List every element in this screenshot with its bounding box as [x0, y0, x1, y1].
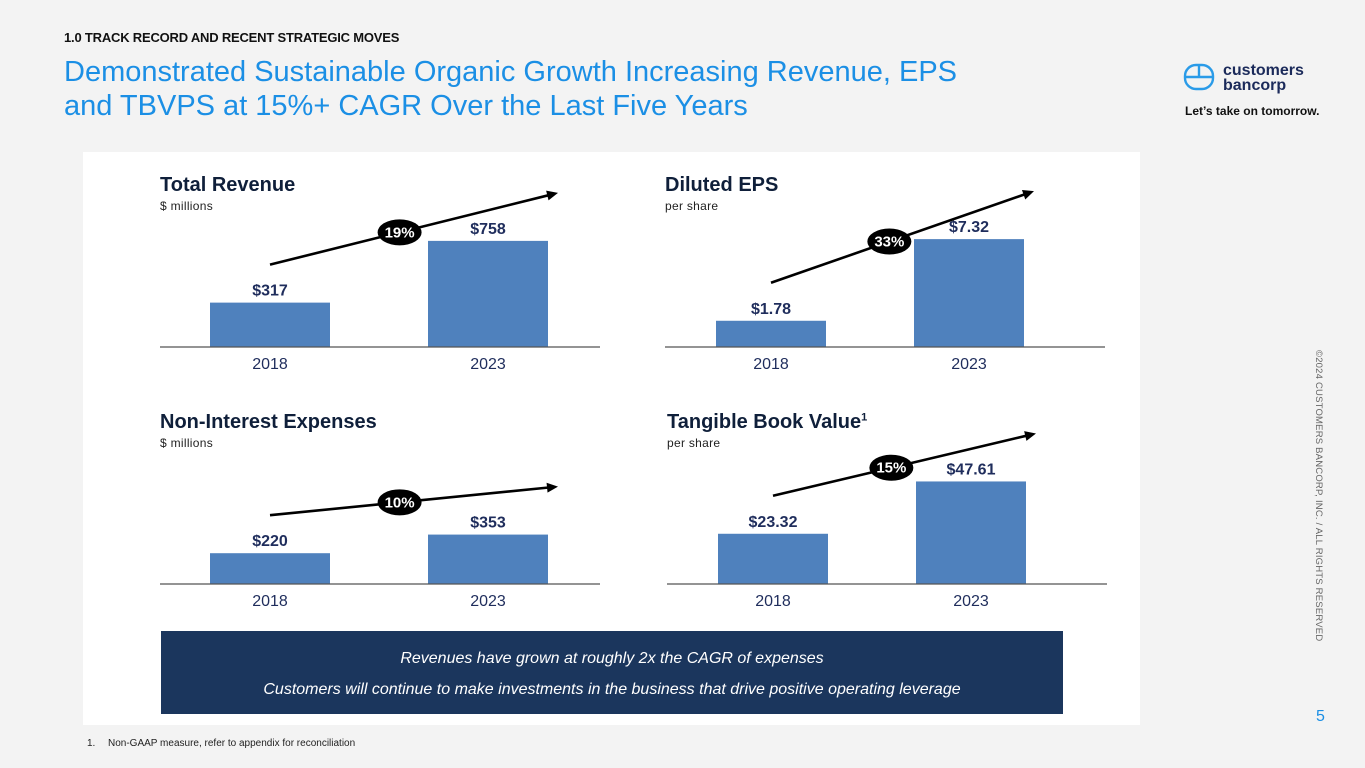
cagr-badge	[869, 454, 914, 481]
brand-name-line-1: customers	[1223, 62, 1304, 79]
x-tick-label-2018: 2018	[252, 593, 288, 610]
chart-panel-total-revenue: Total Revenue $ millions $317 2018 $758 2023 1…	[160, 174, 600, 374]
bar-2018	[210, 302, 330, 347]
bar-2023	[914, 239, 1024, 347]
bar-2018	[210, 553, 330, 584]
data-label-2018: $317	[252, 283, 288, 300]
chart-title-text: Tangible Book Value	[667, 411, 862, 433]
footnote-reference: 1	[861, 411, 868, 424]
cagr-arrow-head	[546, 482, 558, 493]
chart-panel-diluted-eps: Diluted EPS per share $1.78 2018 $7.32 2023 33…	[665, 174, 1105, 374]
charts-card: Total Revenue $ millions $317 2018 $758 2023 1…	[83, 152, 1140, 725]
banner-line-1: Revenues have grown at roughly 2x the CA…	[400, 650, 824, 667]
brand-name-line-2: bancorp	[1223, 77, 1287, 94]
chart-subtitle: $ millions	[160, 199, 214, 213]
cagr-badge	[867, 228, 912, 255]
x-tick-label-2023: 2023	[470, 356, 506, 373]
data-label-2023: $47.61	[947, 461, 996, 478]
bar-2018	[718, 533, 828, 584]
bar-chart: $23.32 2018 $47.61 2023 15%	[667, 431, 1107, 610]
page-title: Demonstrated Sustainable Organic Growth …	[64, 55, 1064, 123]
x-tick-label-2023: 2023	[470, 593, 506, 610]
brand-logo: customers bancorp	[1183, 63, 1304, 96]
chart-title: Tangible Book Value1	[667, 411, 867, 434]
data-label-2018: $1.78	[751, 301, 791, 318]
copyright-notice: ©2024 CUSTOMERS BANCORP, INC. / ALL RIGH…	[1313, 350, 1324, 642]
bar-2023	[428, 534, 548, 584]
cagr-arrow-head	[546, 190, 558, 201]
brand-name: customers bancorp	[1223, 62, 1304, 94]
cagr-badge	[377, 489, 422, 516]
chart-title: Non-Interest Expenses	[160, 411, 377, 434]
chart-title: Total Revenue	[160, 174, 295, 197]
x-tick-label-2023: 2023	[951, 356, 987, 373]
chart-panel-non-interest-expenses: Non-Interest Expenses $ millions $220 2018 $…	[160, 411, 600, 611]
data-label-2023: $758	[470, 221, 506, 238]
chart-subtitle: per share	[665, 199, 719, 213]
chart-title-text: Diluted EPS	[665, 174, 779, 196]
page-title-line-1: Demonstrated Sustainable Organic Growth …	[64, 56, 958, 88]
data-label-2023: $353	[470, 515, 506, 532]
x-tick-label-2018: 2018	[755, 593, 791, 610]
bar-2018	[716, 320, 826, 347]
cagr-arrow-head	[1021, 190, 1034, 200]
data-label-2018: $23.32	[749, 514, 798, 531]
section-label: 1.0 TRACK RECORD AND RECENT STRATEGIC MO…	[64, 30, 400, 45]
customers-bancorp-logo-icon	[1183, 63, 1215, 91]
data-label-2023: $7.32	[949, 219, 989, 236]
bar-chart: $220 2018 $353 2023 10%	[160, 482, 600, 610]
x-tick-label-2018: 2018	[753, 356, 789, 373]
bar-chart: $1.78 2018 $7.32 2023 33%	[665, 190, 1105, 373]
brand-tagline: Let’s take on tomorrow.	[1185, 104, 1320, 118]
x-tick-label-2018: 2018	[252, 356, 288, 373]
bar-2023	[916, 481, 1026, 584]
chart-subtitle: $ millions	[160, 436, 214, 450]
page-title-line-2: and TBVPS at 15%+ CAGR Over the Last Fiv…	[64, 90, 748, 122]
footnote-text: Non-GAAP measure, refer to appendix for …	[108, 738, 356, 749]
footnote: 1. Non-GAAP measure, refer to appendix fo…	[87, 738, 355, 749]
data-label-2018: $220	[252, 533, 288, 550]
x-tick-label-2023: 2023	[953, 593, 989, 610]
cagr-arrow-head	[1024, 431, 1036, 441]
cagr-badge	[377, 219, 422, 246]
cagr-label: 33%	[874, 234, 904, 251]
chart-title-text: Non-Interest Expenses	[160, 411, 377, 433]
chart-title: Diluted EPS	[665, 174, 778, 197]
chart-title-text: Total Revenue	[160, 174, 296, 196]
cagr-label: 10%	[385, 494, 415, 511]
footnote-number: 1.	[87, 738, 96, 749]
chart-panel-tangible-book-value: Tangible Book Value1 per share $23.32 2018 $…	[667, 411, 1107, 611]
banner-line-2: Customers will continue to make investme…	[263, 681, 961, 698]
cagr-label: 15%	[876, 460, 906, 477]
page-number: 5	[1316, 708, 1325, 725]
cagr-label: 19%	[385, 224, 415, 241]
bar-2023	[428, 240, 548, 347]
chart-subtitle: per share	[667, 436, 721, 450]
bar-chart: $317 2018 $758 2023 19%	[160, 190, 600, 373]
key-takeaway-banner: Revenues have grown at roughly 2x the CA…	[161, 631, 1063, 714]
